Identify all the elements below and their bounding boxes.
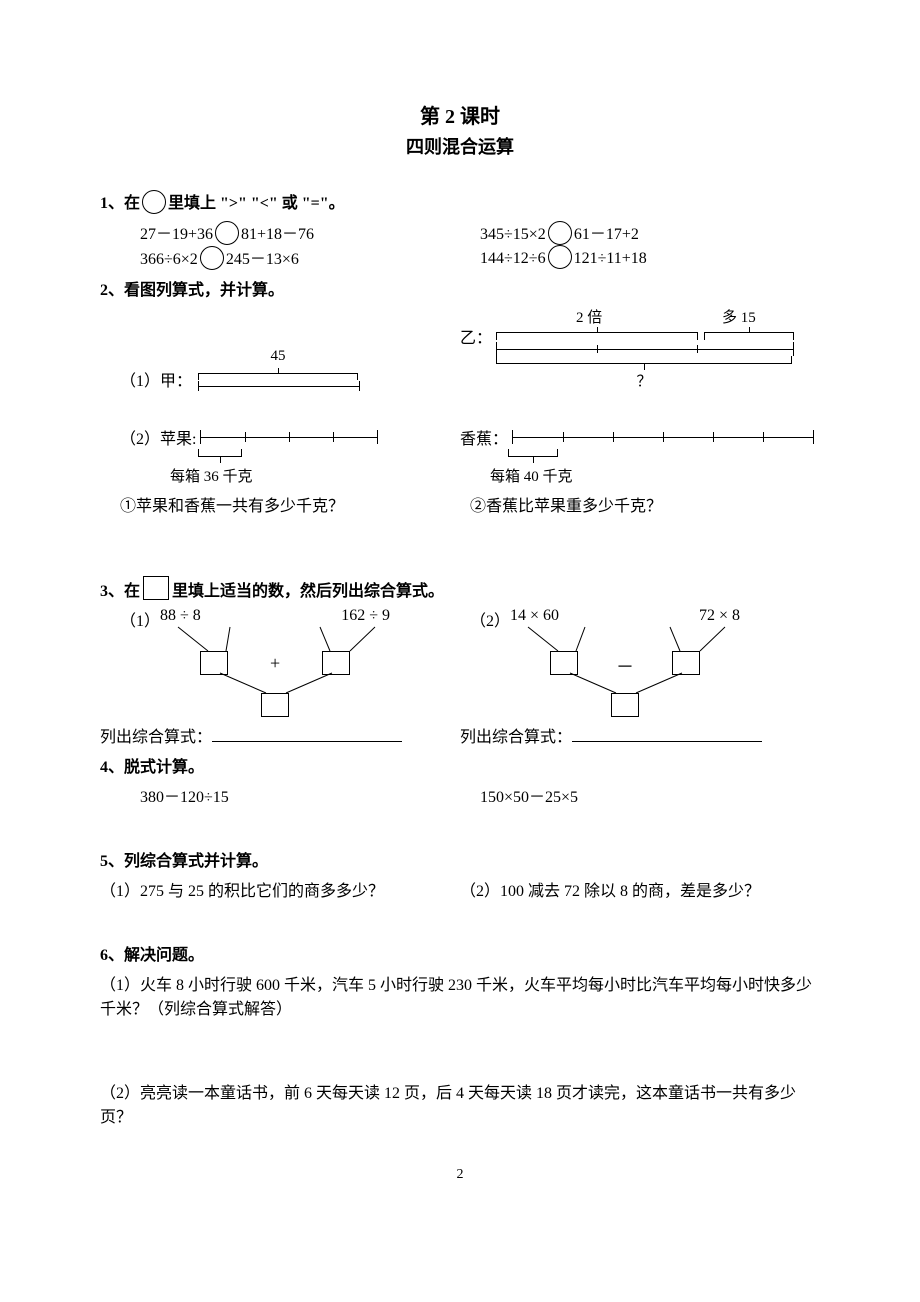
q2-banana: 香蕉： 每箱 40 千克 bbox=[460, 425, 820, 486]
q3-tree1: （1） 88 ÷ 8 162 ÷ 9 + bbox=[100, 607, 470, 717]
lesson-title: 第 2 课时 bbox=[100, 100, 820, 129]
q3-p1-label: （1） bbox=[120, 607, 160, 717]
q1-expr-1a: 27－19+36 bbox=[140, 226, 213, 243]
q1-expr-3b: 245－13×6 bbox=[226, 251, 299, 268]
q2-apple: （2）苹果: .scale-under::before{left:0;right… bbox=[100, 425, 460, 486]
answer-box bbox=[200, 651, 228, 675]
q3-trees: （1） 88 ÷ 8 162 ÷ 9 + bbox=[100, 607, 820, 717]
answer-underline bbox=[212, 725, 402, 742]
jia-segment bbox=[198, 381, 360, 391]
q4-stem: 4、脱式计算。 bbox=[100, 753, 820, 777]
yi-under-brace bbox=[496, 356, 792, 370]
q5-row: （1）275 与 25 的积比它们的商多多少？ （2）100 减去 72 除以 … bbox=[100, 877, 820, 901]
q2-apple-label: （2）苹果: bbox=[120, 425, 196, 449]
q2-subquestions: ①苹果和香蕉一共有多少千克？ ②香蕉比苹果重多少千克？ bbox=[100, 492, 820, 516]
worksheet-page: 第 2 课时 四则混合运算 1、在 里填上 ">" "<" 或 "="。 27－1… bbox=[0, 0, 920, 1223]
q1-item3: 366÷6×2 245－13×6 bbox=[140, 245, 480, 270]
q6-p1: （1）火车 8 小时行驶 600 千米，汽车 5 小时行驶 230 千米，火车平… bbox=[100, 971, 820, 1019]
lesson-subtitle: 四则混合运算 bbox=[100, 133, 820, 159]
q6-p2: （2）亮亮读一本童话书，前 6 天每天读 12 页，后 4 天每天读 18 页才… bbox=[100, 1079, 820, 1127]
q2-p2-row: （2）苹果: .scale-under::before{left:0;right… bbox=[100, 425, 820, 486]
q1-expr-4b: 121÷11+18 bbox=[574, 250, 647, 267]
q4-e1: 380－120÷15 bbox=[140, 783, 480, 807]
q1-item4: 144÷12÷6 121÷11+18 bbox=[480, 245, 820, 270]
yi-bar bbox=[496, 342, 794, 356]
q1-row1: 27－19+36 81+18－76 345÷15×2 61－17+2 bbox=[140, 220, 820, 245]
blank-circle-icon bbox=[142, 190, 166, 214]
q3-write1: 列出综合算式： bbox=[100, 723, 460, 747]
yi-question-mark: ？ bbox=[496, 370, 792, 391]
q3-write2: 列出综合算式： bbox=[460, 723, 820, 747]
page-number: 2 bbox=[100, 1167, 820, 1183]
q1-expr-2b: 61－17+2 bbox=[574, 226, 639, 243]
answer-circle bbox=[548, 221, 572, 245]
q3-write-row: 列出综合算式： 列出综合算式： bbox=[100, 723, 820, 747]
q1-row2: 366÷6×2 245－13×6 144÷12÷6 121÷11+18 bbox=[140, 245, 820, 270]
q3-p2-label: （2） bbox=[470, 607, 510, 717]
q1-item1: 27－19+36 81+18－76 bbox=[140, 220, 480, 245]
banana-under-brace bbox=[508, 449, 558, 465]
yi-top-braces bbox=[496, 324, 792, 342]
q2-banana-label: 香蕉： bbox=[460, 425, 508, 449]
q3-stem: 3、在 里填上适当的数，然后列出综合算式。 bbox=[100, 576, 820, 601]
q5-p1: （1）275 与 25 的积比它们的商多多少？ bbox=[100, 877, 460, 901]
tree2-op: － bbox=[616, 653, 634, 679]
q2-yi-label: 乙： bbox=[460, 324, 492, 348]
jia-diagram: 45 bbox=[198, 348, 360, 391]
yi-diagram: 2 倍 多 15 ？ bbox=[496, 306, 794, 391]
q1-stem-after: 里填上 ">" "<" 或 "="。 bbox=[168, 195, 345, 212]
q2-jia-label: （1）甲： bbox=[120, 367, 192, 391]
answer-underline bbox=[572, 725, 762, 742]
tree-diagram-2: 14 × 60 72 × 8 － bbox=[510, 607, 740, 717]
yi-labels: 2 倍 多 15 bbox=[496, 306, 792, 324]
banana-each: 每箱 40 千克 bbox=[490, 465, 820, 486]
answer-circle bbox=[215, 221, 239, 245]
q1-expr-1b: 81+18－76 bbox=[241, 226, 314, 243]
q5-stem: 5、列综合算式并计算。 bbox=[100, 847, 820, 871]
q2-sub1: ①苹果和香蕉一共有多少千克？ bbox=[120, 492, 470, 516]
apple-under-brace: .scale-under::before{left:0;right:0}.sca… bbox=[198, 449, 242, 465]
q1-stem-before: 1、在 bbox=[100, 195, 140, 212]
q1-expr-4a: 144÷12÷6 bbox=[480, 250, 546, 267]
tree1-op: + bbox=[270, 653, 280, 674]
q2-jia: （1）甲： 45 bbox=[100, 306, 460, 391]
apple-scale bbox=[200, 430, 378, 444]
q1-item2: 345÷15×2 61－17+2 bbox=[480, 220, 820, 245]
q1-expr-2a: 345÷15×2 bbox=[480, 226, 546, 243]
q4-row: 380－120÷15 150×50－25×5 bbox=[140, 783, 820, 807]
answer-box bbox=[611, 693, 639, 717]
q3-stem-a: 3、在 bbox=[100, 583, 140, 600]
tree-diagram-1: 88 ÷ 8 162 ÷ 9 + bbox=[160, 607, 390, 717]
answer-circle bbox=[548, 245, 572, 269]
blank-square-icon bbox=[143, 576, 169, 600]
q2-yi: 乙： 2 倍 多 15 ？ bbox=[460, 306, 820, 391]
answer-circle bbox=[200, 246, 224, 270]
q1-stem: 1、在 里填上 ">" "<" 或 "="。 bbox=[100, 189, 820, 214]
apple-each: 每箱 36 千克 bbox=[170, 465, 460, 486]
q3-write-label-2: 列出综合算式： bbox=[460, 729, 572, 746]
jia-value: 45 bbox=[198, 348, 358, 365]
answer-box bbox=[672, 651, 700, 675]
jia-brace-icon bbox=[198, 365, 358, 381]
q2-sub2: ②香蕉比苹果重多少千克？ bbox=[470, 492, 820, 516]
answer-box bbox=[550, 651, 578, 675]
q4-e2: 150×50－25×5 bbox=[480, 783, 820, 807]
q1-expr-3a: 366÷6×2 bbox=[140, 251, 198, 268]
q3-write-label-1: 列出综合算式： bbox=[100, 729, 212, 746]
answer-box bbox=[261, 693, 289, 717]
q3-tree2: （2） 14 × 60 72 × 8 － bbox=[470, 607, 820, 717]
q3-stem-b: 里填上适当的数，然后列出综合算式。 bbox=[172, 583, 444, 600]
answer-box bbox=[322, 651, 350, 675]
q6-stem: 6、解决问题。 bbox=[100, 941, 820, 965]
q5-p2: （2）100 减去 72 除以 8 的商，差是多少？ bbox=[460, 877, 820, 901]
q2-stem: 2、看图列算式，并计算。 bbox=[100, 276, 820, 300]
q2-p1-row: （1）甲： 45 乙： 2 倍 多 15 bbox=[100, 306, 820, 391]
banana-scale bbox=[512, 430, 814, 444]
